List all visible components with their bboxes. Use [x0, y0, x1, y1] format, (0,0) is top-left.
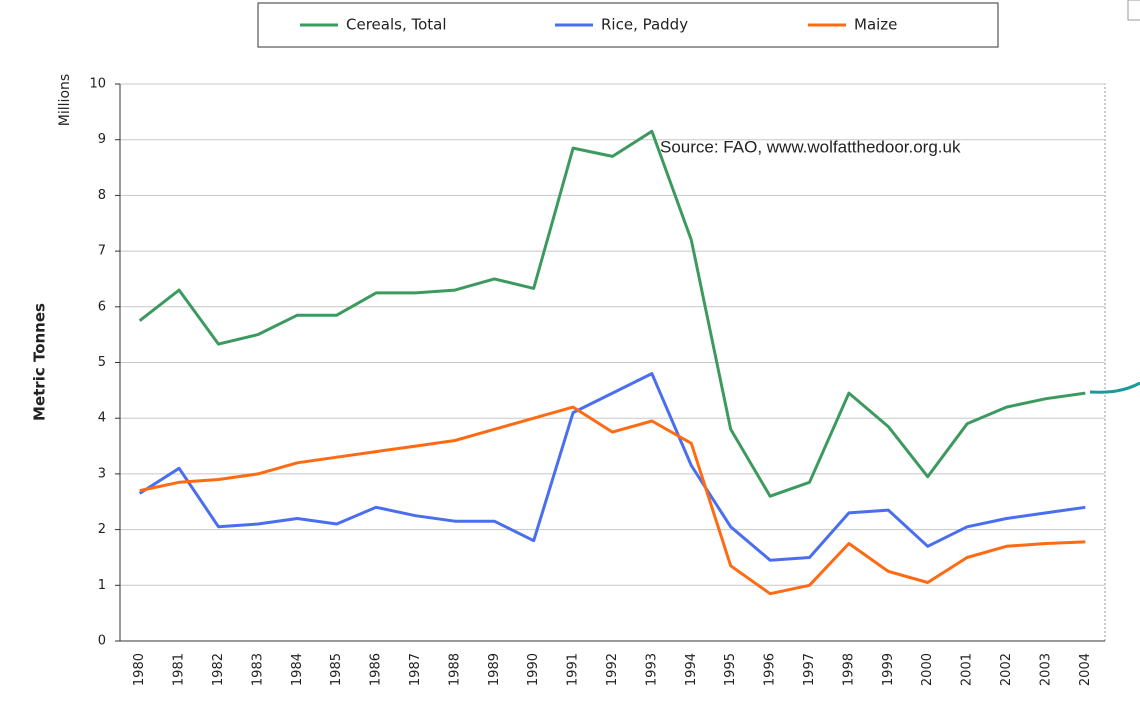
y-tick-label: 0 — [98, 634, 106, 649]
x-tick-label: 1997 — [802, 653, 817, 686]
x-tick-label: 1982 — [211, 653, 226, 686]
legend-label: Cereals, Total — [346, 16, 447, 34]
x-tick-label: 1995 — [723, 653, 738, 686]
y-tick-label: 10 — [89, 77, 106, 92]
x-tick-label: 1983 — [250, 653, 265, 686]
x-tick-label: 1992 — [605, 653, 620, 686]
x-tick-label: 2000 — [920, 653, 935, 686]
x-tick-label: 2003 — [1038, 653, 1053, 686]
x-tick-label: 1981 — [172, 653, 187, 686]
series-line — [138, 372, 1086, 562]
x-tick-label: 2001 — [960, 653, 975, 686]
y-tick-label: 6 — [98, 299, 106, 314]
x-tick-label: 1996 — [763, 653, 778, 686]
legend-label: Rice, Paddy — [601, 16, 688, 34]
x-tick-label: 1990 — [526, 653, 541, 686]
x-tick-label: 1980 — [132, 653, 147, 686]
legend-label: Maize — [854, 16, 897, 34]
series-line — [139, 405, 1086, 596]
decoration — [1127, 0, 1140, 21]
x-tick-label: 2002 — [999, 653, 1014, 686]
y-tick-label: 9 — [98, 132, 106, 147]
y-tick-label: 8 — [98, 188, 106, 203]
decoration — [1089, 381, 1140, 394]
x-tick-label: 1989 — [487, 653, 502, 686]
y-tick-label: 4 — [98, 411, 106, 426]
y-tick-label: 2 — [98, 522, 106, 537]
x-tick-label: 1994 — [684, 653, 699, 686]
y-tick-label: 1 — [98, 578, 106, 593]
x-tick-label: 1984 — [290, 653, 305, 686]
annotation: Source: FAO, www.wolfatthedoor.org.uk — [660, 137, 961, 156]
legend-box — [257, 2, 999, 48]
series-line — [138, 129, 1086, 498]
x-tick-label: 1993 — [644, 653, 659, 686]
x-tick-label: 1991 — [566, 653, 581, 686]
x-tick-label: 1988 — [447, 653, 462, 686]
y-tick-label: 7 — [98, 244, 106, 259]
y-axis-label: Metric Tonnes — [31, 303, 49, 421]
x-tick-label: 1987 — [408, 653, 423, 686]
x-tick-label: 1985 — [329, 653, 344, 686]
y-tick-label: 5 — [98, 355, 106, 370]
x-tick-label: 2004 — [1078, 653, 1093, 686]
x-tick-label: 1986 — [369, 653, 384, 686]
x-tick-label: 1998 — [841, 653, 856, 686]
y-unit: Millions — [57, 74, 73, 126]
y-tick-label: 3 — [98, 466, 106, 481]
x-tick-label: 1999 — [881, 653, 896, 686]
